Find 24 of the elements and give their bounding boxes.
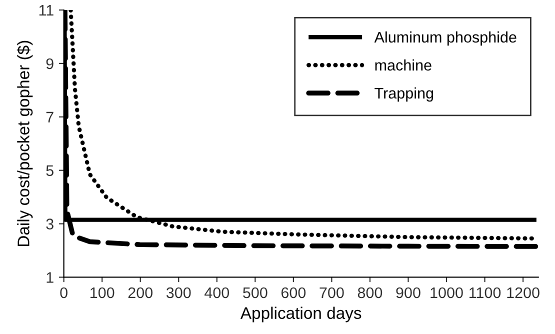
- x-tick-label: 1000: [430, 287, 463, 298]
- x-tick-label: 600: [281, 287, 306, 298]
- y-tick-label: 3: [46, 218, 54, 230]
- x-tick-label: 700: [320, 287, 344, 298]
- y-tick-label: 9: [46, 58, 54, 70]
- legend-label: Trapping: [374, 87, 434, 102]
- y-tick-label: 5: [46, 165, 54, 176]
- x-tick-label: 1100: [470, 287, 501, 298]
- y-axis-title: Daily cost/pocket gopher ($): [16, 40, 33, 246]
- x-tick-label: 400: [204, 287, 230, 298]
- y-tick-label: 11: [39, 5, 54, 16]
- legend-label: machine: [375, 59, 432, 71]
- x-tick-label: 100: [90, 287, 114, 298]
- legend-label: Aluminum phosphide: [374, 31, 516, 46]
- x-tick-label: 1200: [507, 287, 540, 298]
- y-tick-label: 7: [46, 112, 54, 122]
- x-tick-label: 0: [60, 287, 68, 298]
- x-axis-title: Application days: [240, 306, 362, 322]
- x-tick-label: 800: [358, 287, 382, 298]
- x-tick-label: 300: [166, 287, 191, 298]
- y-tick-label: 1: [46, 272, 54, 283]
- x-tick-label: 200: [128, 287, 153, 298]
- x-tick-label: 500: [243, 287, 268, 298]
- x-tick-label: 900: [396, 287, 420, 298]
